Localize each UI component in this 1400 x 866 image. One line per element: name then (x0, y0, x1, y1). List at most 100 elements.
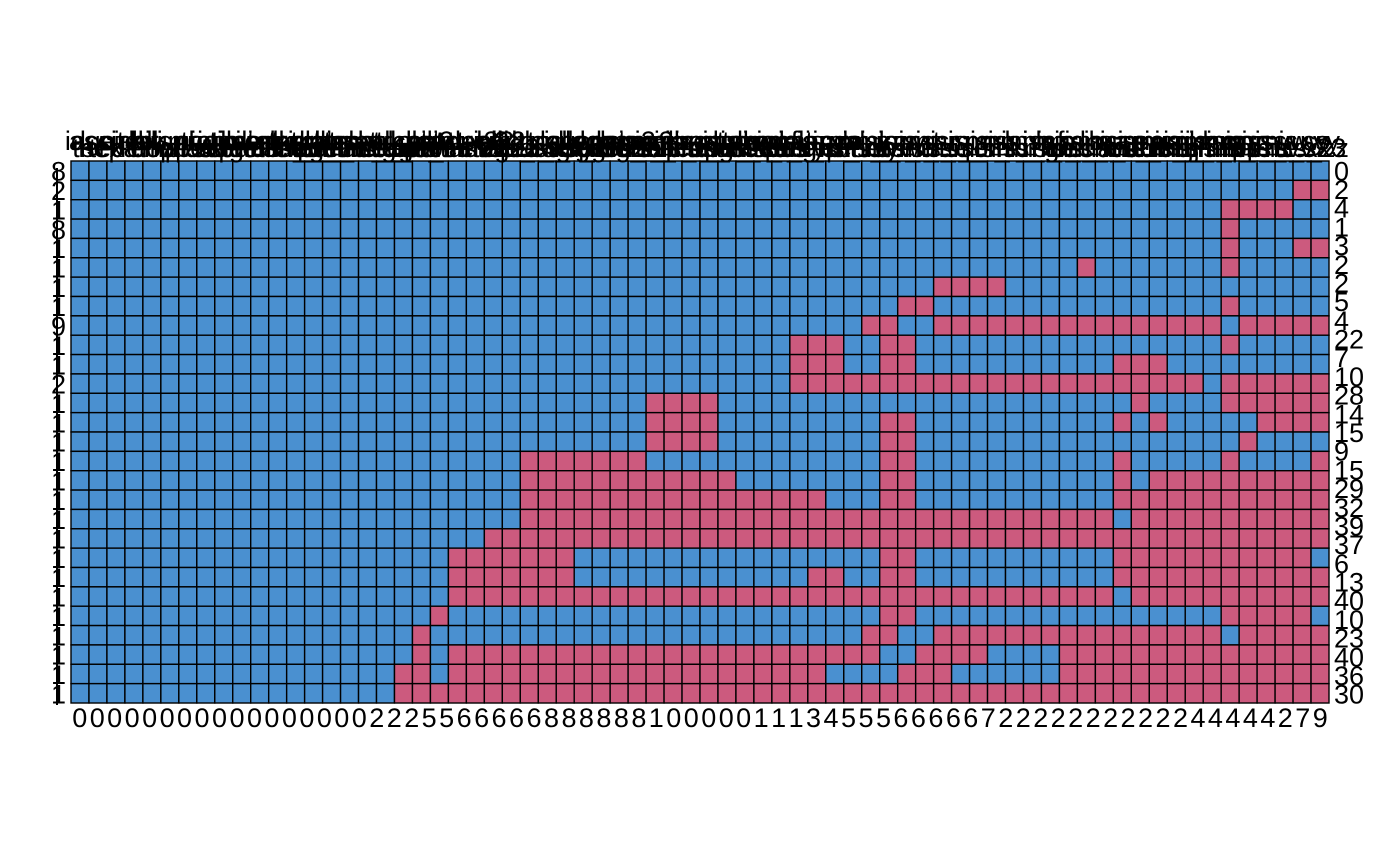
heatmap-cell (735, 160, 755, 182)
heatmap-cell (789, 315, 809, 336)
column-top-label: albumin_cat (277, 133, 423, 163)
heatmap-cell (807, 644, 827, 665)
heatmap-cell (88, 566, 108, 588)
heatmap-cell (465, 528, 486, 549)
heatmap-cell (250, 276, 270, 298)
heatmap-cell (914, 160, 935, 182)
heatmap-cell (1256, 276, 1276, 298)
heatmap-cell (861, 411, 881, 433)
heatmap-cell (303, 373, 324, 394)
heatmap-cell (1130, 547, 1150, 569)
heatmap-cell (968, 199, 989, 220)
heatmap-cell (1076, 315, 1097, 336)
heatmap-cell (807, 315, 827, 336)
heatmap-cell (519, 605, 539, 627)
heatmap-cell (950, 547, 971, 569)
heatmap-cell (447, 353, 468, 375)
heatmap-cell (807, 663, 827, 685)
heatmap-cell (1202, 334, 1222, 356)
heatmap-cell (771, 334, 791, 356)
heatmap-cell (968, 179, 989, 201)
heatmap-cell (663, 334, 683, 356)
heatmap-cell (932, 237, 953, 259)
heatmap-cell (357, 663, 378, 685)
heatmap-cell (735, 237, 755, 259)
heatmap-cell (627, 315, 647, 336)
heatmap-cell (717, 682, 737, 704)
heatmap-cell (843, 276, 863, 298)
heatmap-cell (789, 431, 809, 453)
row-left-label: 1 (51, 253, 66, 283)
heatmap-cell (879, 566, 899, 588)
heatmap-cell (645, 179, 665, 201)
heatmap-cell (1184, 334, 1204, 356)
heatmap-cell (1220, 179, 1240, 201)
heatmap-cell (950, 315, 971, 336)
heatmap-cell (1184, 411, 1204, 433)
heatmap-cell (250, 334, 270, 356)
heatmap-cell (1238, 431, 1258, 453)
heatmap-cell (483, 566, 504, 588)
column-top-label: mis_val (774, 126, 866, 156)
heatmap-cell (1310, 431, 1330, 453)
heatmap-cell (573, 644, 593, 665)
heatmap-cell (1238, 334, 1258, 356)
row-left-label: 1 (51, 660, 66, 690)
heatmap-cell (106, 644, 126, 665)
heatmap-cell (1310, 547, 1330, 569)
heatmap-cell (645, 528, 665, 549)
column-top-label: mis_rank (783, 126, 893, 156)
heatmap-cell (447, 605, 468, 627)
heatmap-cell (771, 295, 791, 317)
heatmap-cell (501, 431, 521, 453)
heatmap-cell (88, 295, 108, 317)
heatmap-cell (681, 528, 701, 549)
heatmap-cell (1256, 411, 1276, 433)
heatmap-cell (142, 315, 162, 336)
heatmap-cell (717, 257, 737, 278)
heatmap-cell (825, 682, 845, 704)
heatmap-cell (106, 295, 126, 317)
heatmap-cell (735, 508, 755, 530)
heatmap-cell (465, 295, 486, 317)
heatmap-cell (807, 179, 827, 201)
heatmap-cell (1238, 392, 1258, 414)
heatmap-cell (645, 392, 665, 414)
heatmap-cell (411, 353, 432, 375)
heatmap-cell (735, 586, 755, 607)
heatmap-cell (735, 489, 755, 511)
heatmap-cell (555, 508, 575, 530)
heatmap-cell (447, 237, 468, 259)
row-right-label: 13 (1334, 568, 1364, 598)
heatmap-cell (699, 624, 719, 646)
heatmap-cell (681, 179, 701, 201)
heatmap-cell (232, 334, 252, 356)
column-bottom-label: 0 (107, 703, 122, 733)
heatmap-cell (555, 450, 575, 472)
column-top-label: mis_oo (1166, 126, 1253, 156)
heatmap-cell (1220, 199, 1240, 220)
heatmap-cell (1076, 160, 1097, 182)
heatmap-cell (950, 508, 971, 530)
heatmap-cell (357, 179, 378, 201)
heatmap-cell (519, 373, 539, 394)
heatmap-cell (1148, 411, 1168, 433)
heatmap-cell (70, 237, 90, 259)
heatmap-cell (411, 411, 432, 433)
heatmap-cell (357, 624, 378, 646)
heatmap-cell (483, 605, 504, 627)
column-bottom-label: 5 (439, 703, 454, 733)
heatmap-cell (807, 411, 827, 433)
heatmap-cell (393, 624, 414, 646)
heatmap-cell (1058, 218, 1079, 240)
heatmap-cell (519, 237, 539, 259)
heatmap-cell (1058, 586, 1079, 607)
column-bottom-label: 0 (90, 703, 105, 733)
heatmap-cell (1310, 334, 1330, 356)
heatmap-cell (1256, 353, 1276, 375)
heatmap-cell (1022, 199, 1043, 220)
heatmap-cell (250, 566, 270, 588)
column-top-label: mis_sum (704, 133, 812, 163)
column-bottom-label: 2 (387, 703, 402, 733)
heatmap-cell (914, 179, 935, 201)
